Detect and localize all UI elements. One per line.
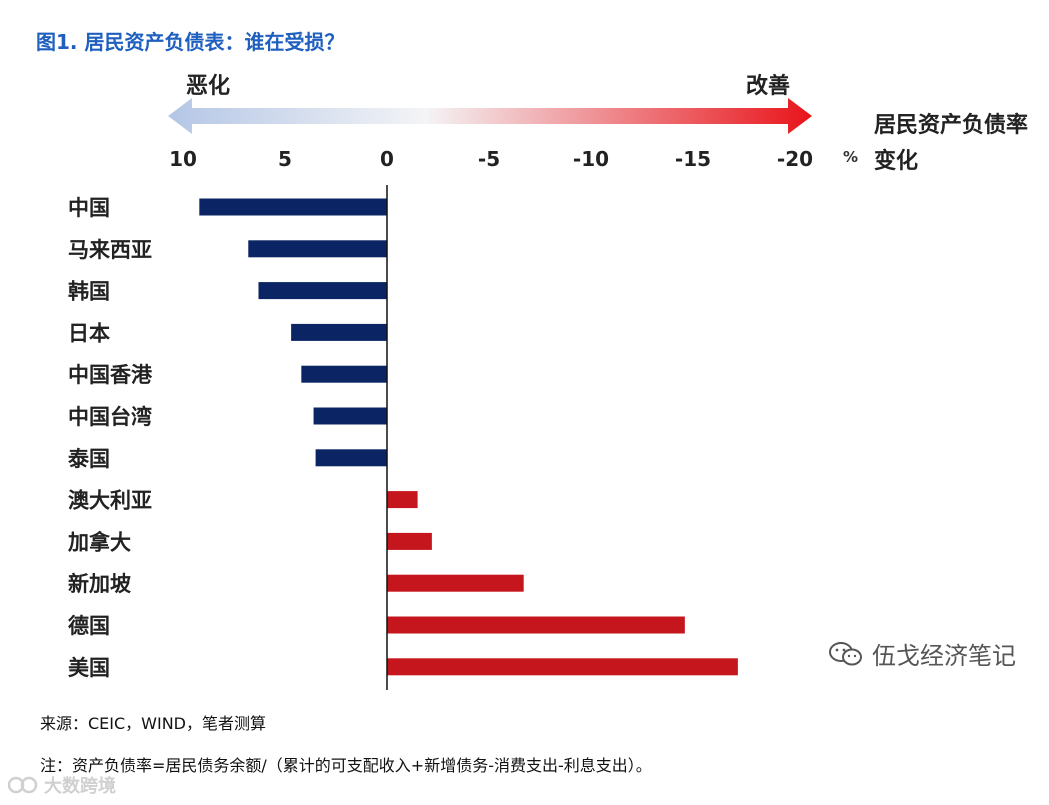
category-label: 新加坡	[68, 572, 131, 596]
legend-left-label: 恶化	[186, 74, 231, 99]
bar	[258, 282, 387, 300]
brand-name: 伍戈经济笔记	[872, 642, 1016, 670]
legend-right-label: 改善	[746, 74, 791, 99]
category-label: 美国	[68, 656, 110, 680]
bar	[387, 574, 524, 592]
logo-icon	[7, 774, 38, 796]
chart-title: 图1. 居民资产负债表：谁在受损？	[36, 30, 345, 54]
x-tick-label: 0	[380, 147, 394, 171]
bar	[315, 449, 387, 467]
y-axis-title: 居民资产负债率变化	[874, 113, 1029, 174]
bar	[387, 532, 432, 550]
brand-watermark: 伍戈经济笔记	[828, 636, 1016, 671]
bar	[313, 407, 387, 425]
bar	[387, 658, 738, 676]
x-tick-label: -20	[777, 147, 813, 171]
direction-arrow	[168, 98, 812, 134]
wechat-icon	[828, 640, 864, 668]
x-tick-label: -5	[478, 147, 500, 171]
category-label: 中国香港	[68, 363, 153, 387]
x-tick-label: 10	[169, 147, 197, 171]
source-text: 来源：CEIC，WIND，笔者测算	[40, 714, 267, 733]
x-tick-label: -15	[675, 147, 711, 171]
category-label: 德国	[68, 614, 110, 638]
axis-unit: %	[843, 148, 859, 166]
category-label: 韩国	[68, 280, 110, 304]
bar	[387, 616, 685, 634]
corner-mark-text: 大数跨境	[44, 776, 116, 797]
x-tick-label: -10	[573, 147, 609, 171]
corner-watermark: 大数跨境	[7, 772, 116, 798]
category-label: 澳大利亚	[68, 489, 152, 513]
category-label: 中国	[68, 196, 110, 220]
category-label: 泰国	[67, 447, 110, 471]
category-label: 日本	[68, 321, 110, 345]
bar	[291, 323, 387, 341]
note-text: 注：资产负债率=居民债务余额/（累计的可支配收入+新增债务-消费支出-利息支出）…	[40, 756, 652, 775]
bar	[248, 240, 387, 258]
category-label: 中国台湾	[68, 405, 152, 429]
x-tick-label: 5	[278, 147, 292, 171]
bar	[301, 365, 387, 383]
bar	[199, 198, 387, 216]
category-label: 加拿大	[67, 530, 131, 554]
bar	[387, 491, 418, 509]
category-label: 马来西亚	[68, 238, 152, 262]
